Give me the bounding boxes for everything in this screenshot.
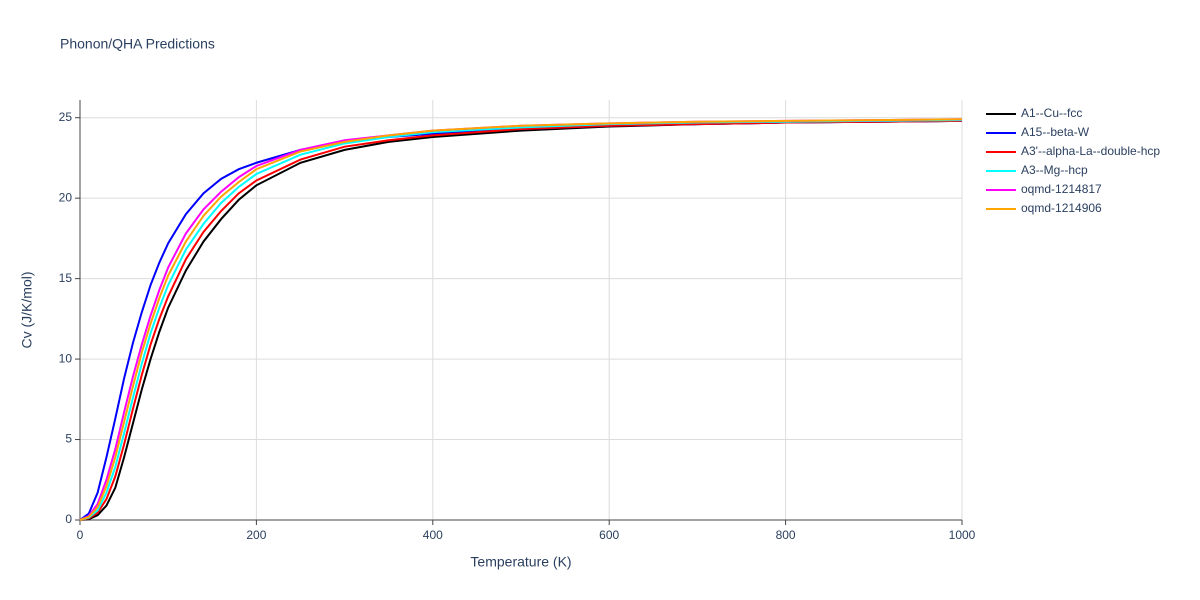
series-line (79, 119, 963, 521)
legend-label[interactable]: oqmd-1214817 (1021, 182, 1102, 196)
y-tick-label: 20 (59, 190, 73, 204)
x-tick-label: 0 (77, 528, 84, 542)
series-line (79, 118, 963, 521)
series-line (79, 119, 963, 521)
y-tick-label: 5 (65, 432, 72, 446)
x-axis-title: Temperature (K) (470, 554, 571, 570)
y-tick-label: 10 (59, 351, 73, 365)
legend-label[interactable]: A3'--alpha-La--double-hcp (1021, 144, 1160, 158)
y-tick-label: 0 (65, 512, 72, 526)
legend-label[interactable]: A3--Mg--hcp (1021, 163, 1088, 177)
legend-label[interactable]: A15--beta-W (1021, 125, 1090, 139)
series-line (79, 119, 963, 521)
x-tick-label: 1000 (949, 528, 976, 542)
series-line (79, 119, 963, 521)
chart-title: Phonon/QHA Predictions (60, 36, 215, 52)
y-tick-label: 25 (59, 110, 73, 124)
x-tick-label: 600 (599, 528, 619, 542)
series-line (79, 118, 963, 521)
legend-label[interactable]: oqmd-1214906 (1021, 201, 1102, 215)
legend-label[interactable]: A1--Cu--fcc (1021, 106, 1082, 120)
x-tick-label: 400 (423, 528, 443, 542)
y-axis-title: Cv (J/K/mol) (19, 272, 35, 349)
y-tick-label: 15 (59, 271, 73, 285)
x-tick-label: 800 (776, 528, 796, 542)
x-tick-label: 200 (246, 528, 266, 542)
